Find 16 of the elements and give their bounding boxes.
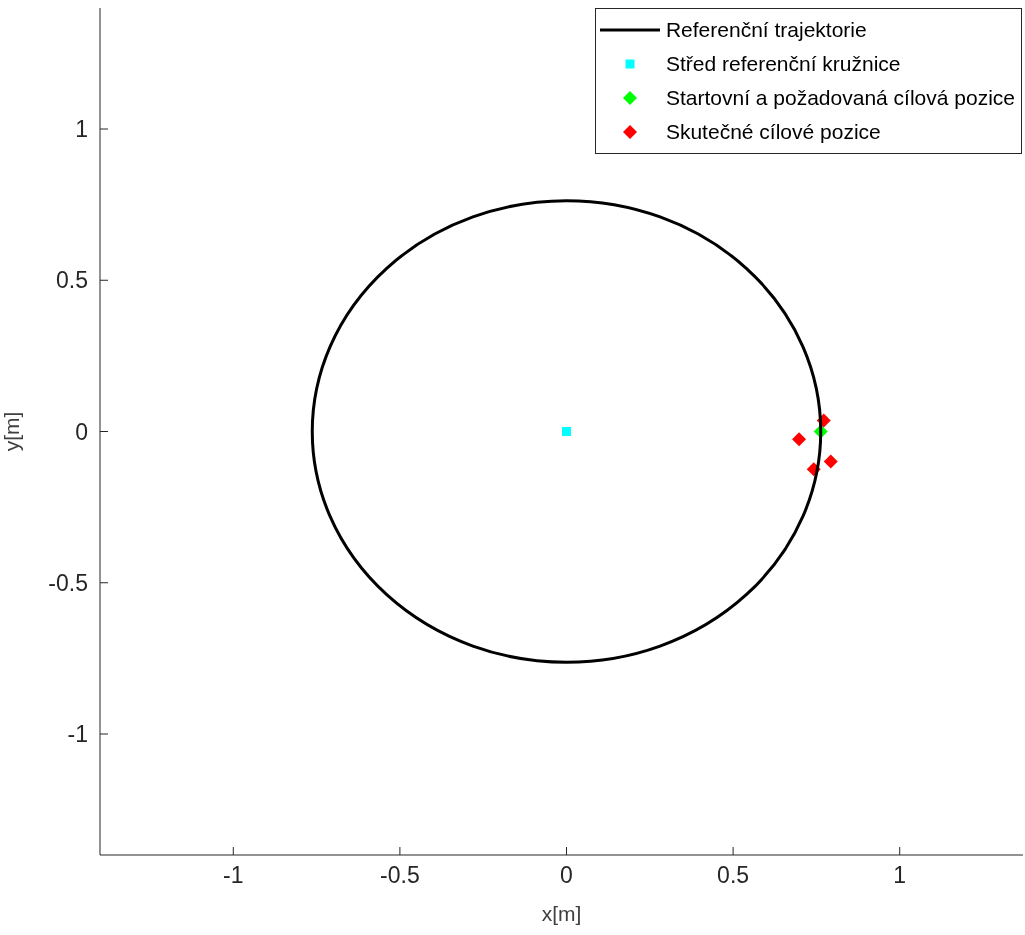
- legend-label: Referenční trajektorie: [665, 17, 867, 43]
- x-tick-label: -1: [223, 862, 244, 889]
- x-axis-title: x[m]: [541, 902, 582, 925]
- y-tick-label: 0: [75, 418, 88, 445]
- x-tick-label: 0.5: [717, 862, 750, 889]
- legend-label: Skutečné cílové pozice: [665, 119, 881, 145]
- y-axis-title: y[m]: [0, 411, 24, 452]
- y-tick-label: -0.5: [48, 569, 88, 596]
- legend-label: Střed referenční kružnice: [665, 51, 901, 77]
- x-tick-label: -0.5: [380, 862, 420, 889]
- x-tick-label: 1: [893, 862, 907, 889]
- y-tick-label: 0.5: [56, 267, 88, 294]
- x-tick-label: 0: [560, 862, 573, 889]
- legend-label: Startovní a požadovaná cílová pozice: [665, 85, 1015, 111]
- y-tick-label: 1: [75, 116, 88, 143]
- y-tick-label: -1: [67, 721, 88, 748]
